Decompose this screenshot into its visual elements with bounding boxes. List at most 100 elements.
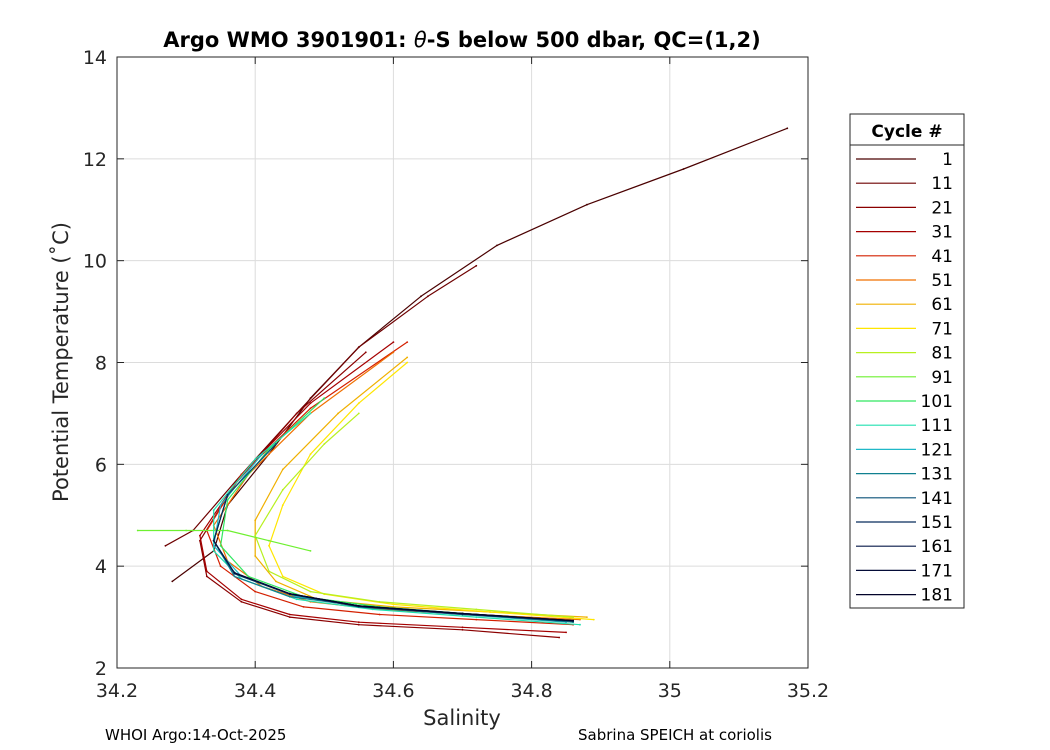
series-point [281, 504, 284, 506]
series-point [288, 592, 291, 595]
legend-entry-171: 171 [856, 561, 953, 581]
series-181 [288, 592, 574, 622]
series-31 [199, 341, 567, 634]
y-tick-label: 2 [95, 658, 107, 680]
series-point [461, 626, 464, 629]
series-point [309, 402, 312, 405]
series-point [682, 168, 685, 170]
series-point [261, 453, 263, 455]
legend-label: 71 [931, 319, 953, 339]
series-point [427, 295, 429, 298]
legend-label: 111 [921, 416, 953, 436]
series-point [475, 618, 478, 621]
series-point [205, 575, 208, 578]
series-point [357, 623, 360, 626]
series-point [586, 616, 588, 618]
series-point [378, 613, 381, 616]
legend-entry-91: 91 [856, 368, 953, 388]
title-theta: θ [414, 28, 427, 52]
series-point [226, 499, 229, 501]
series-1 [171, 127, 789, 583]
legend-label: 131 [921, 465, 953, 485]
legend-entry-81: 81 [856, 344, 953, 364]
grid-lines [116, 56, 809, 669]
series-point [406, 341, 409, 343]
series-point [226, 529, 229, 532]
series-point [572, 619, 574, 622]
legend-label: 151 [921, 513, 953, 533]
series-point [406, 356, 409, 359]
series-point [240, 600, 243, 603]
series-point [185, 529, 188, 532]
legend-label: 171 [921, 561, 953, 581]
series-21 [199, 351, 561, 639]
series-point [572, 616, 574, 618]
series-line [171, 127, 788, 582]
series-point [406, 361, 409, 364]
series-point [392, 603, 395, 606]
series-point [496, 244, 498, 247]
legend-entry-131: 131 [856, 465, 953, 485]
x-tick-label: 34.4 [234, 680, 276, 702]
series-point [357, 605, 360, 607]
series-point [254, 534, 257, 537]
series-point [461, 628, 464, 631]
legend-entries: 1112131415161718191101111121131141151161… [856, 150, 953, 606]
series-line [206, 341, 574, 626]
legend-entry-51: 51 [856, 271, 953, 291]
series-101 [219, 397, 574, 624]
x-tick-label: 34.6 [372, 680, 414, 702]
series-point [247, 575, 250, 578]
series-point [323, 397, 326, 399]
y-tick-label: 6 [95, 454, 107, 476]
legend-entry-21: 21 [856, 198, 953, 218]
series-point [392, 341, 395, 343]
legend-label: 161 [921, 537, 953, 557]
series-line [199, 351, 560, 639]
y-tick-label: 12 [83, 149, 107, 171]
x-tick-label: 34.8 [510, 680, 552, 702]
series-point [475, 264, 478, 267]
legend-label: 91 [931, 368, 953, 388]
y-tick-label: 10 [83, 251, 107, 273]
series-point [357, 402, 360, 405]
legend-entry-11: 11 [856, 174, 953, 194]
title-prefix: Argo WMO 3901901: [163, 28, 414, 52]
series-point [212, 539, 215, 542]
footer-left: WHOI Argo:14-Oct-2025 [105, 726, 286, 744]
footer-right: Sabrina SPEICH at coriolis [578, 726, 772, 744]
series-81 [254, 412, 574, 618]
series-point [212, 550, 215, 552]
y-axis-label: Potential Temperature (˚C) [49, 222, 73, 502]
series-point [212, 544, 215, 547]
series-point [357, 346, 360, 349]
series-71 [268, 361, 595, 621]
legend-entry-151: 151 [856, 513, 953, 533]
legend-entry-101: 101 [856, 392, 953, 412]
series-point [364, 351, 367, 354]
series-point [254, 590, 257, 593]
series-point [337, 412, 339, 415]
series-point [233, 575, 236, 578]
series-point [268, 544, 270, 547]
legend-label: 1 [942, 150, 953, 170]
series-point [281, 575, 284, 578]
series-point [357, 621, 360, 624]
series-point [288, 595, 291, 598]
series-point [786, 127, 789, 130]
chart-title: Argo WMO 3901901: θ-S below 500 dbar, QC… [163, 28, 760, 52]
legend-entry-1: 1 [856, 150, 953, 170]
legend-label: 21 [931, 198, 953, 218]
legend-label: 31 [931, 223, 953, 243]
legend-label: 141 [921, 489, 953, 509]
series-point [323, 443, 326, 445]
legend-entry-161: 161 [856, 537, 953, 557]
legend-entry-141: 141 [856, 489, 953, 509]
series-point [136, 529, 139, 532]
x-tick-label: 35 [658, 680, 682, 702]
series-point [558, 636, 561, 639]
series-line [289, 593, 574, 622]
legend-label: 81 [931, 344, 953, 364]
plot-area-series [136, 127, 789, 639]
